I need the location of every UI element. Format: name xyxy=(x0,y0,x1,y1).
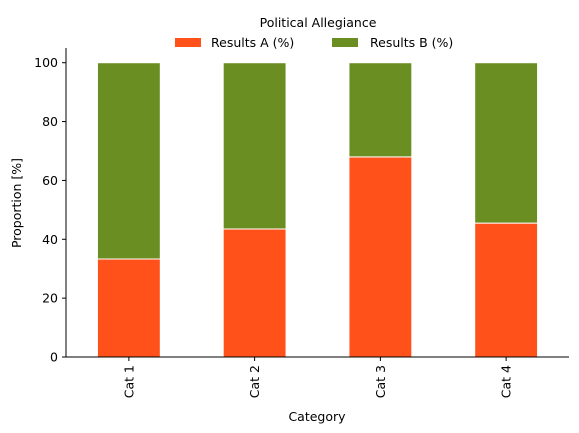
legend-label-results-a: Results A (%) xyxy=(211,35,294,50)
bar-results-b-cat-2 xyxy=(222,62,287,230)
bars-group xyxy=(96,62,539,358)
x-tick-label: Cat 1 xyxy=(121,365,136,398)
bar-results-b-cat-4 xyxy=(474,62,539,224)
y-axis-label: Proportion [%] xyxy=(9,158,24,248)
x-tick-label: Cat 2 xyxy=(247,365,262,398)
x-tick-label: Cat 4 xyxy=(499,365,514,398)
legend-label-results-b: Results B (%) xyxy=(370,35,453,50)
y-tick-label: 80 xyxy=(42,114,58,129)
y-tick-label: 100 xyxy=(34,55,58,70)
bar-results-b-cat-3 xyxy=(348,62,413,158)
legend: Political Allegiance Results A (%) Resul… xyxy=(175,15,453,50)
y-tick-label: 60 xyxy=(42,173,58,188)
x-axis-label: Category xyxy=(288,409,346,424)
y-tick-label: 20 xyxy=(42,291,58,306)
x-ticks-group: Cat 1 Cat 2 Cat 3 Cat 4 xyxy=(121,357,514,398)
legend-swatch-results-a xyxy=(175,38,201,47)
bar-results-a-cat-3 xyxy=(348,156,413,358)
legend-title: Political Allegiance xyxy=(260,15,377,30)
legend-swatch-results-b xyxy=(332,38,358,47)
x-tick-label: Cat 3 xyxy=(373,365,388,398)
bar-results-a-cat-2 xyxy=(222,228,287,358)
y-tick-label: 40 xyxy=(42,232,58,247)
bar-results-a-cat-1 xyxy=(96,258,161,358)
bar-results-b-cat-1 xyxy=(96,62,161,260)
y-ticks-group: 0 20 40 60 80 100 xyxy=(34,55,66,365)
y-tick-label: 0 xyxy=(50,350,58,365)
bar-results-a-cat-4 xyxy=(474,222,539,358)
